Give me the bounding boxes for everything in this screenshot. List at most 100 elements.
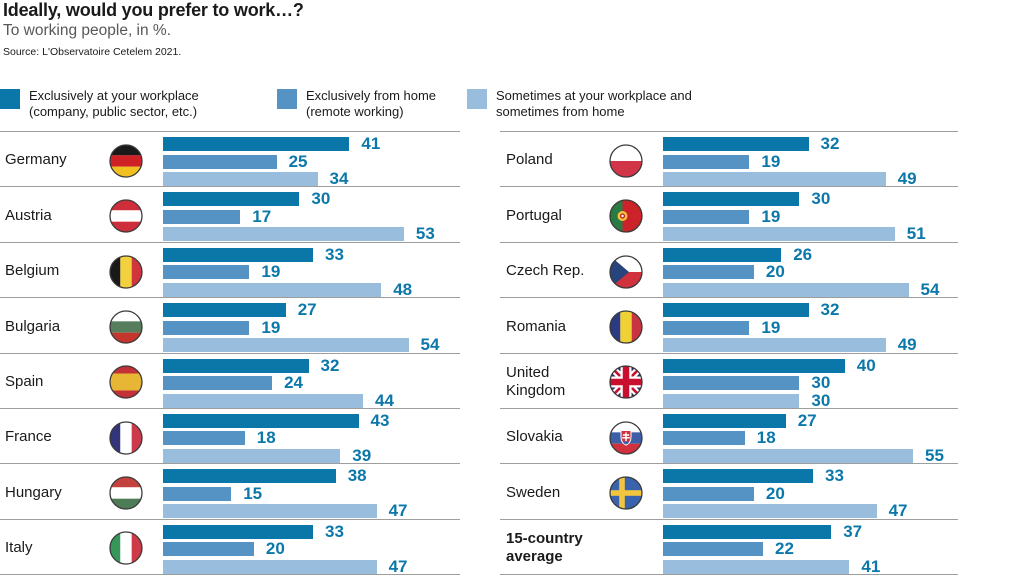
flag-cell	[107, 132, 145, 190]
flag-romania-icon	[609, 310, 643, 344]
bar-exclusively-home	[663, 486, 754, 501]
bar-line: 55	[663, 445, 958, 465]
flag-cell	[107, 243, 145, 301]
bar-line: 18	[663, 429, 958, 446]
country-row: Hungary 38 15 47	[0, 463, 460, 519]
bar-value: 54	[920, 279, 940, 299]
bar-line: 32	[663, 301, 958, 318]
bar-group: 37 22 41	[645, 520, 958, 578]
flag-hungary-icon	[109, 476, 143, 510]
flag-portugal-icon	[609, 199, 643, 233]
bar-hybrid	[663, 559, 850, 574]
country-row: Poland 32 19 49	[500, 131, 958, 187]
bar-line: 26	[663, 246, 958, 263]
bar-exclusively-home	[163, 376, 273, 391]
legend: Exclusively at your workplace (company, p…	[0, 88, 1020, 132]
bar-hybrid	[663, 227, 895, 242]
bar-value: 17	[252, 206, 272, 226]
country-row: Slovakia 27 18 55	[500, 407, 958, 465]
flag-cell	[607, 464, 645, 522]
bar-line: 20	[663, 262, 958, 282]
bar-line: 40	[663, 355, 958, 375]
bar-group: 32 24 44	[145, 354, 460, 412]
bar-line: 30	[663, 392, 958, 409]
legend-swatch-icon	[467, 89, 487, 109]
flag-cell	[607, 243, 645, 301]
bar-exclusively-workplace	[163, 247, 313, 262]
flag-poland-icon	[609, 144, 643, 178]
country-label: Belgium	[5, 262, 60, 280]
bar-value: 47	[888, 501, 908, 521]
bar-line: 20	[663, 485, 958, 502]
source-note: Source: L'Observatoire Cetelem 2021.	[3, 46, 182, 58]
legend-label: Exclusively from home (remote working)	[306, 88, 437, 119]
chart-title: Ideally, would you prefer to work…?	[3, 0, 304, 20]
country-row: Spain 32 24 44	[0, 352, 460, 409]
bar-exclusively-home	[663, 154, 750, 169]
bar-value: 48	[393, 279, 413, 299]
bar-value: 49	[897, 335, 917, 355]
bar-exclusively-home	[663, 542, 763, 557]
bar-exclusively-workplace	[663, 358, 845, 373]
bar-exclusively-home	[163, 542, 254, 557]
bar-value: 55	[925, 445, 944, 465]
bar-line: 34	[163, 170, 460, 187]
bar-line: 19	[663, 319, 958, 336]
bar-group: 33 20 47	[145, 520, 460, 578]
bar-exclusively-workplace	[163, 413, 359, 428]
chart-subtitle: To working people, in %.	[3, 22, 172, 39]
bar-group: 27 19 54	[145, 298, 460, 356]
bar-exclusively-home	[163, 154, 277, 169]
bar-hybrid	[163, 338, 409, 353]
bar-line: 47	[663, 501, 958, 521]
bar-exclusively-home	[163, 431, 245, 446]
bar-exclusively-workplace	[663, 192, 800, 207]
flag-cell	[607, 187, 645, 245]
bar-line: 39	[163, 445, 460, 465]
flag-cell	[607, 354, 645, 412]
bar-exclusively-workplace	[163, 524, 313, 539]
bar-group: 30 17 53	[145, 187, 460, 245]
bar-exclusively-home	[163, 209, 241, 224]
bar-line: 33	[163, 246, 460, 263]
country-row: Bulgaria 27 19 54	[0, 297, 460, 353]
country-label: Spain	[5, 372, 44, 390]
country-label: Poland	[506, 151, 553, 169]
bar-exclusively-home	[163, 486, 232, 501]
bar-value: 38	[347, 466, 367, 486]
flag-austria-icon	[109, 199, 143, 233]
flag-united-kingdom-icon	[609, 365, 643, 399]
bar-value: 39	[352, 445, 372, 465]
bar-value: 27	[797, 410, 817, 430]
flag-sweden-icon	[609, 476, 643, 510]
bar-exclusively-workplace	[663, 137, 809, 151]
bar-group: 41 25 34	[145, 132, 460, 190]
bar-line: 30	[663, 374, 958, 391]
bar-group: 32 19 49	[645, 298, 958, 356]
country-label: 15-country average	[506, 529, 583, 566]
bar-exclusively-workplace	[163, 303, 286, 318]
bar-exclusively-workplace	[163, 469, 336, 484]
country-row: 15-country average 37 22 41	[500, 518, 958, 575]
flag-germany-icon	[109, 144, 143, 178]
bar-line: 24	[163, 374, 460, 391]
flag-cell	[607, 298, 645, 356]
flag-cell	[107, 409, 145, 467]
legend-swatch-icon	[0, 89, 20, 109]
bar-value: 37	[843, 521, 863, 541]
bar-value: 54	[420, 335, 440, 355]
bar-value: 40	[856, 355, 876, 375]
flag-belgium-icon	[109, 254, 143, 289]
bar-exclusively-workplace	[663, 247, 782, 262]
bar-line: 19	[663, 153, 958, 170]
bar-hybrid	[163, 504, 377, 519]
bar-line: 43	[163, 412, 460, 429]
bar-line: 49	[663, 170, 958, 187]
bar-exclusively-workplace	[663, 303, 809, 318]
bar-line: 17	[163, 206, 460, 226]
bar-exclusively-home	[663, 320, 750, 335]
bar-value: 20	[765, 262, 785, 282]
bar-exclusively-workplace	[663, 413, 786, 428]
chart-column-left: Germany 41 25 34 Austria 30 17 53 Belgium 33 19 48 B…	[0, 131, 460, 578]
bar-exclusively-home	[663, 431, 745, 446]
